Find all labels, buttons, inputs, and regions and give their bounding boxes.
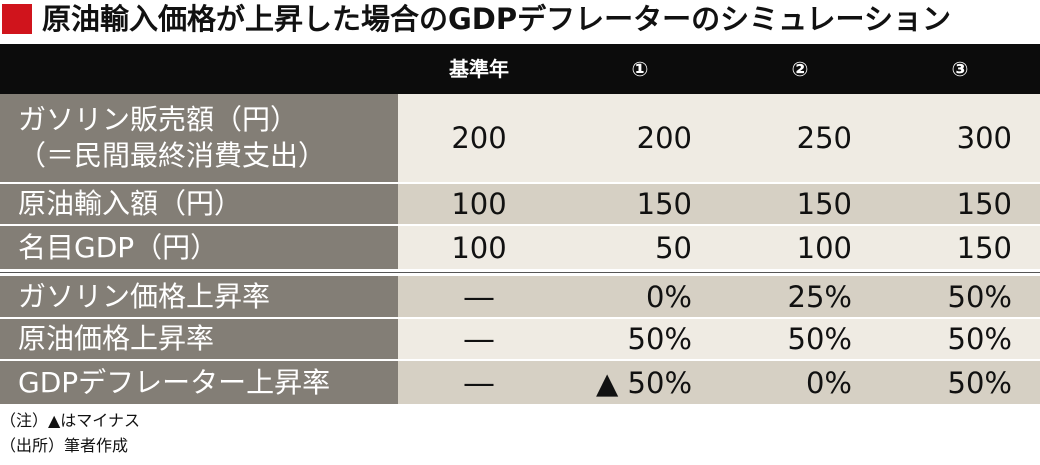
cell-case-2: 100 <box>720 226 880 269</box>
section-divider-line <box>0 272 1040 273</box>
row-divider <box>0 317 1040 319</box>
cell-case-2: 50% <box>720 319 880 359</box>
cell-case-3: 50% <box>880 361 1040 404</box>
row-divider <box>0 182 1040 184</box>
cell-base-year: ― <box>398 276 560 317</box>
header-case-3: ③ <box>951 57 969 81</box>
table-row: ガソリン価格上昇率 ― 0% 25% 50% <box>0 276 1040 317</box>
header-base-year: 基準年 <box>449 57 509 81</box>
row-divider <box>0 359 1040 361</box>
table-row: GDPデフレーター上昇率 ― ▲ 50% 0% 50% <box>0 361 1040 404</box>
cell-case-3: 50% <box>880 276 1040 317</box>
row-label: 名目GDP（円） <box>0 226 398 269</box>
source-note: （出所）筆者作成 <box>0 436 129 455</box>
cell-case-3: 300 <box>880 94 1040 182</box>
section-divider <box>0 269 1040 272</box>
row-label: ガソリン販売額（円） （＝民間最終消費支出） <box>0 94 398 182</box>
table-row: 原油価格上昇率 ― 50% 50% 50% <box>0 319 1040 359</box>
cell-base-year: 100 <box>398 226 560 269</box>
row-label: 原油価格上昇率 <box>0 319 398 359</box>
cell-case-1: 0% <box>560 276 720 317</box>
cell-case-1: 50 <box>560 226 720 269</box>
cell-case-2: 250 <box>720 94 880 182</box>
row-divider <box>0 224 1040 226</box>
row-label: GDPデフレーター上昇率 <box>0 361 398 404</box>
page-title: 原油輸入価格が上昇した場合のGDPデフレーターのシミュレーション <box>42 2 951 36</box>
footnote: （注）▲はマイナス <box>0 411 140 430</box>
table-row: 原油輸入額（円） 100 150 150 150 <box>0 184 1040 224</box>
table-row: ガソリン販売額（円） （＝民間最終消費支出） 200 200 250 300 <box>0 94 1040 182</box>
cell-base-year: 200 <box>398 94 560 182</box>
cell-case-1: 50% <box>560 319 720 359</box>
title-marker-icon <box>2 4 32 34</box>
cell-case-2: 0% <box>720 361 880 404</box>
cell-base-year: ― <box>398 361 560 404</box>
row-label: ガソリン価格上昇率 <box>0 276 398 317</box>
cell-base-year: ― <box>398 319 560 359</box>
cell-case-2: 150 <box>720 184 880 224</box>
section-divider <box>0 273 1040 276</box>
cell-case-1: 150 <box>560 184 720 224</box>
cell-case-2: 25% <box>720 276 880 317</box>
cell-case-1: 200 <box>560 94 720 182</box>
header-case-1: ① <box>631 57 649 81</box>
cell-case-3: 50% <box>880 319 1040 359</box>
row-label-line: （＝民間最終消費支出） <box>18 139 327 172</box>
cell-case-3: 150 <box>880 184 1040 224</box>
table-header-row: 基準年 ① ② ③ <box>0 44 1040 94</box>
row-label: 原油輸入額（円） <box>0 184 398 224</box>
table-row: 名目GDP（円） 100 50 100 150 <box>0 226 1040 269</box>
cell-case-3: 150 <box>880 226 1040 269</box>
row-label-line: ガソリン販売額（円） <box>18 103 299 136</box>
title-bar: 原油輸入価格が上昇した場合のGDPデフレーターのシミュレーション <box>0 0 1040 46</box>
cell-case-1: ▲ 50% <box>560 361 720 404</box>
cell-base-year: 100 <box>398 184 560 224</box>
header-case-2: ② <box>791 57 809 81</box>
